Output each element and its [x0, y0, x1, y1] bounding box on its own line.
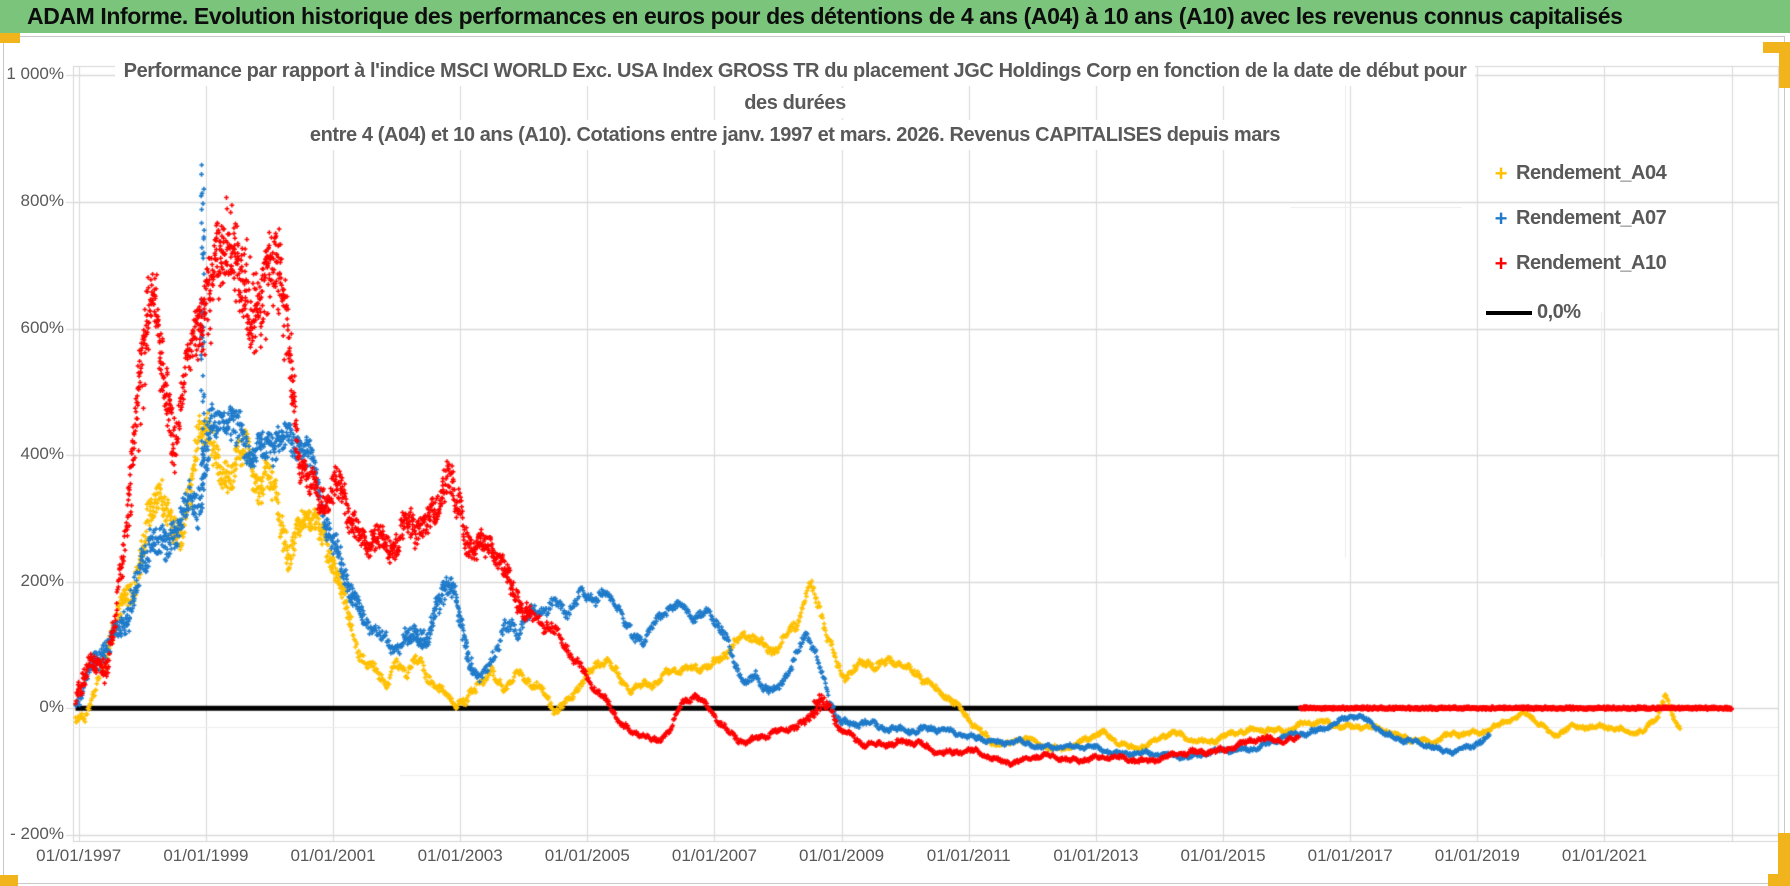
gold-corner-top-right-side — [1779, 42, 1790, 88]
y-axis-tick-label: - 200% — [10, 823, 64, 843]
x-axis-tick-label: 01/01/1999 — [163, 846, 249, 865]
x-axis-tick-label: 01/01/2015 — [1180, 846, 1266, 865]
x-axis-tick-label: 01/01/2001 — [290, 846, 376, 865]
report-header-bar: ADAM Informe. Evolution historique des p… — [0, 0, 1790, 33]
gold-corner-bottom-right-side — [1778, 833, 1790, 886]
zero-line-swatch — [1486, 310, 1532, 315]
legend-item-rendement-a10[interactable]: + Rendement_A10 — [1486, 250, 1716, 277]
legend-item-zero-line[interactable]: 0,0% — [1486, 299, 1716, 326]
chart-title-line-1: Performance par rapport à l'indice MSCI … — [114, 56, 1476, 86]
x-axis-tick-label: 01/01/2009 — [799, 846, 885, 865]
y-axis-tick-label: 400% — [20, 444, 64, 464]
y-axis-tick-label: 600% — [20, 317, 64, 337]
plus-marker-icon: + — [1494, 250, 1508, 276]
x-axis-tick-label: 01/01/2003 — [417, 846, 503, 865]
x-axis-tick-label: 01/01/2017 — [1307, 846, 1393, 865]
y-axis-tick-label: 200% — [20, 570, 64, 590]
plus-marker-icon: + — [1494, 205, 1508, 231]
plus-marker-icon: + — [1494, 160, 1508, 186]
gold-corner-top-left — [0, 33, 20, 43]
y-axis-tick-label: 800% — [20, 191, 64, 211]
x-axis-tick-label: 01/01/2007 — [671, 846, 757, 865]
legend-label: Rendement_A04 — [1516, 162, 1667, 184]
x-axis-tick-label: 01/01/2021 — [1561, 846, 1647, 865]
chart-title-line-3: entre 4 (A04) et 10 ans (A10). Cotations… — [300, 120, 1290, 150]
legend-label: Rendement_A10 — [1516, 252, 1667, 274]
x-axis-tick-label: 01/01/2019 — [1434, 846, 1520, 865]
legend-label: Rendement_A07 — [1516, 207, 1667, 229]
x-axis-tick-label: 01/01/2005 — [544, 846, 630, 865]
chart-title: Performance par rapport à l'indice MSCI … — [80, 56, 1510, 152]
chart-title-line-2: des durées — [735, 88, 855, 118]
x-axis-tick-label: 01/01/1997 — [36, 846, 122, 865]
report-header-title: ADAM Informe. Evolution historique des p… — [27, 3, 1623, 29]
gold-corner-bottom-left — [0, 875, 18, 886]
x-axis-tick-label: 01/01/2013 — [1053, 846, 1139, 865]
legend-label: 0,0% — [1537, 301, 1581, 323]
gold-corner-bottom-right — [1768, 874, 1790, 886]
y-axis-tick-label: 0% — [39, 697, 64, 717]
gold-corner-top-right — [1763, 42, 1790, 53]
legend-item-rendement-a07[interactable]: + Rendement_A07 — [1486, 205, 1716, 232]
legend-item-rendement-a04[interactable]: + Rendement_A04 — [1486, 160, 1716, 187]
x-axis-tick-label: 01/01/2011 — [926, 846, 1011, 865]
y-axis-tick-label: 1 000% — [6, 64, 64, 84]
chart-legend: + Rendement_A04 + Rendement_A07 + Rendem… — [1486, 160, 1716, 344]
